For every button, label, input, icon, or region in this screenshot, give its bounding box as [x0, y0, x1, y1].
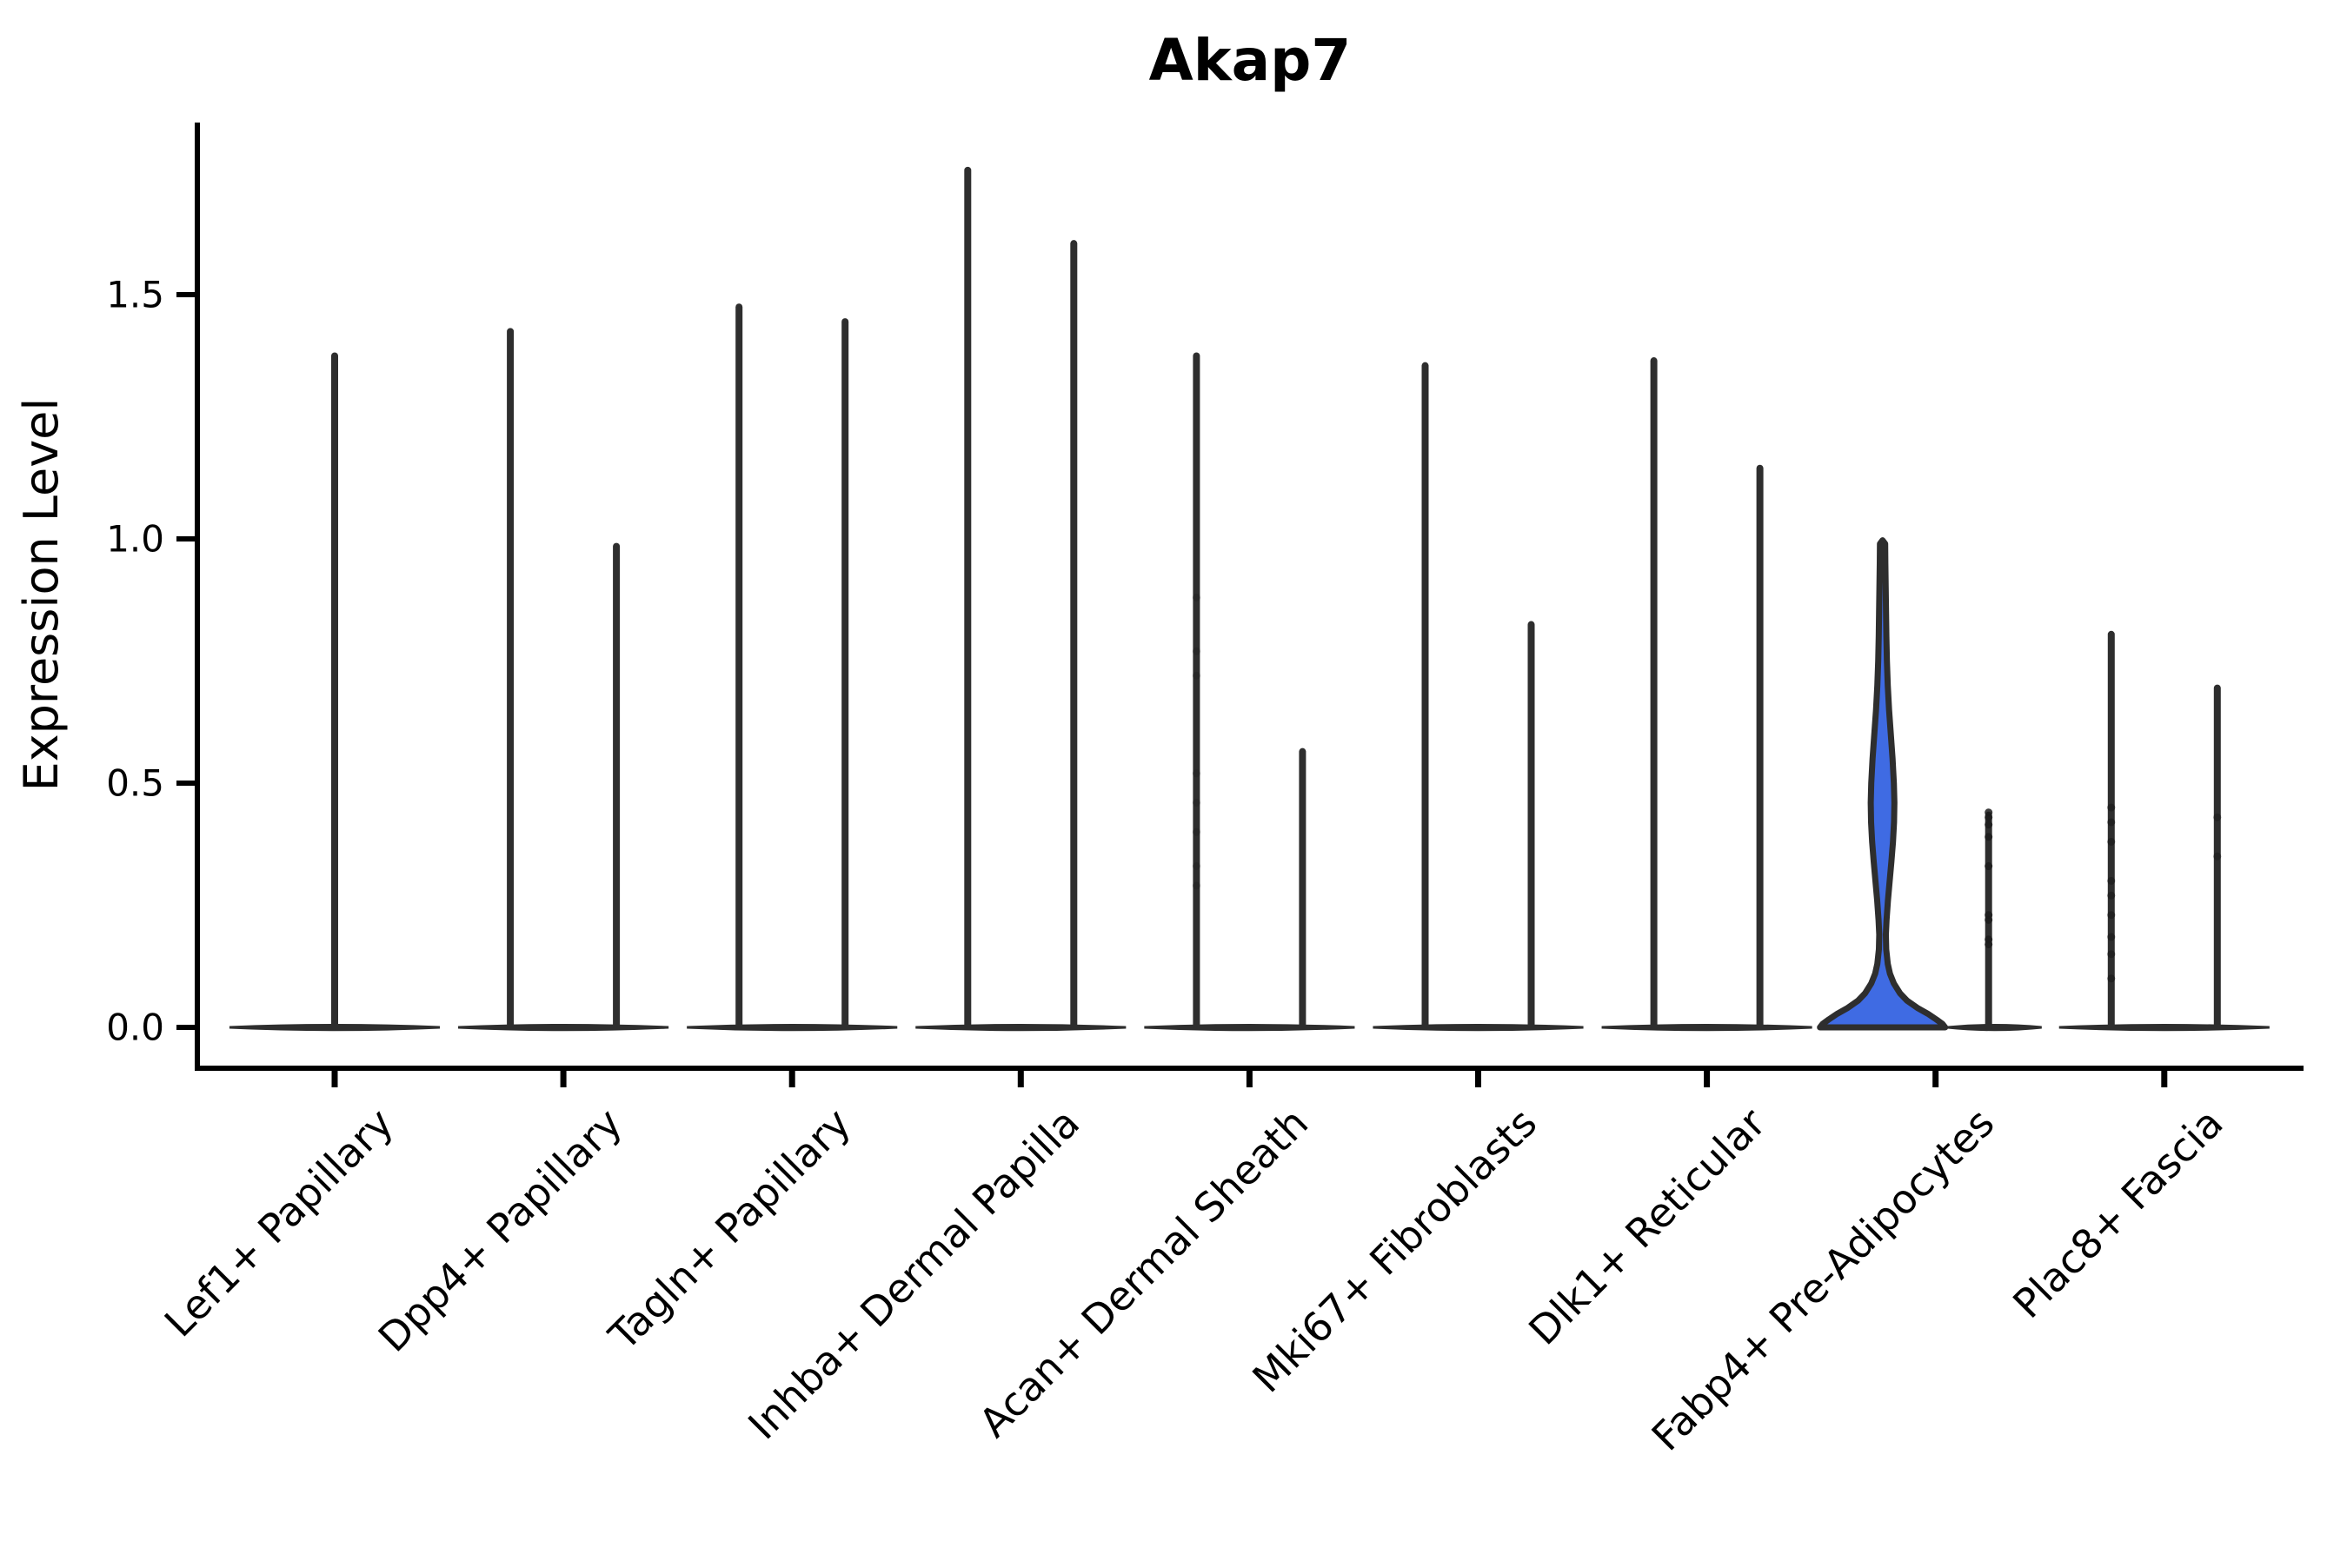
violin-base [687, 1024, 898, 1032]
jitter-dot [1985, 813, 1993, 821]
jitter-dot [2107, 876, 2116, 885]
x-tick-label: Tagln+ Papillary [599, 1100, 860, 1360]
jitter-dot [2107, 974, 2116, 983]
jitter-dot [1192, 671, 1200, 680]
jitter-dot [1192, 862, 1200, 871]
jitter-dot [1985, 821, 1993, 829]
violin-base [1947, 1024, 2042, 1032]
chart-title: Akap7 [1149, 27, 1352, 94]
violin-layer [229, 166, 2270, 1032]
jitter-dot [1192, 647, 1200, 655]
jitter-dot [1192, 593, 1200, 601]
jitter-dot [1985, 940, 1993, 948]
filled-violin [1817, 537, 1949, 1031]
jitter-dot [1192, 769, 1200, 778]
jitter-dot [2107, 950, 2116, 959]
jitter-dot [1192, 881, 1200, 890]
violin-base [458, 1024, 669, 1032]
violin-base [2058, 1024, 2270, 1032]
y-tick-label: 1.0 [106, 518, 164, 561]
violin-base [915, 1024, 1127, 1032]
x-tick-label: Plac8+ Fascia [2004, 1100, 2231, 1327]
jitter-dot [1985, 862, 1993, 871]
jitter-dot [2107, 837, 2116, 846]
violin-base [1601, 1024, 1812, 1032]
jitter-dot [1985, 833, 1993, 841]
y-tick-label: 0.5 [106, 762, 164, 805]
jitter-dot [2107, 818, 2116, 827]
jitter-dot [2107, 891, 2116, 900]
x-tick-label: Dlk1+ Reticular [1519, 1100, 1774, 1354]
jitter-dot [2213, 813, 2222, 821]
y-tick-label: 1.5 [106, 274, 164, 316]
violin-base [1144, 1024, 1355, 1032]
y-axis-label: Expression Level [14, 398, 69, 792]
jitter-dot [1985, 915, 1993, 924]
x-tick-label: Lef1+ Papillary [156, 1100, 402, 1346]
jitter-dot [2213, 852, 2222, 860]
jitter-dot [2107, 803, 2116, 812]
violin-base [1373, 1024, 1584, 1032]
y-tick-label: 0.0 [106, 1007, 164, 1049]
jitter-dot [2107, 933, 2116, 941]
x-tick-label: Dpp4+ Papillary [369, 1100, 631, 1361]
jitter-dot [1192, 827, 1200, 836]
jitter-dot [2107, 911, 2116, 920]
axes-layer [176, 123, 2304, 1087]
jitter-dot [1192, 798, 1200, 807]
